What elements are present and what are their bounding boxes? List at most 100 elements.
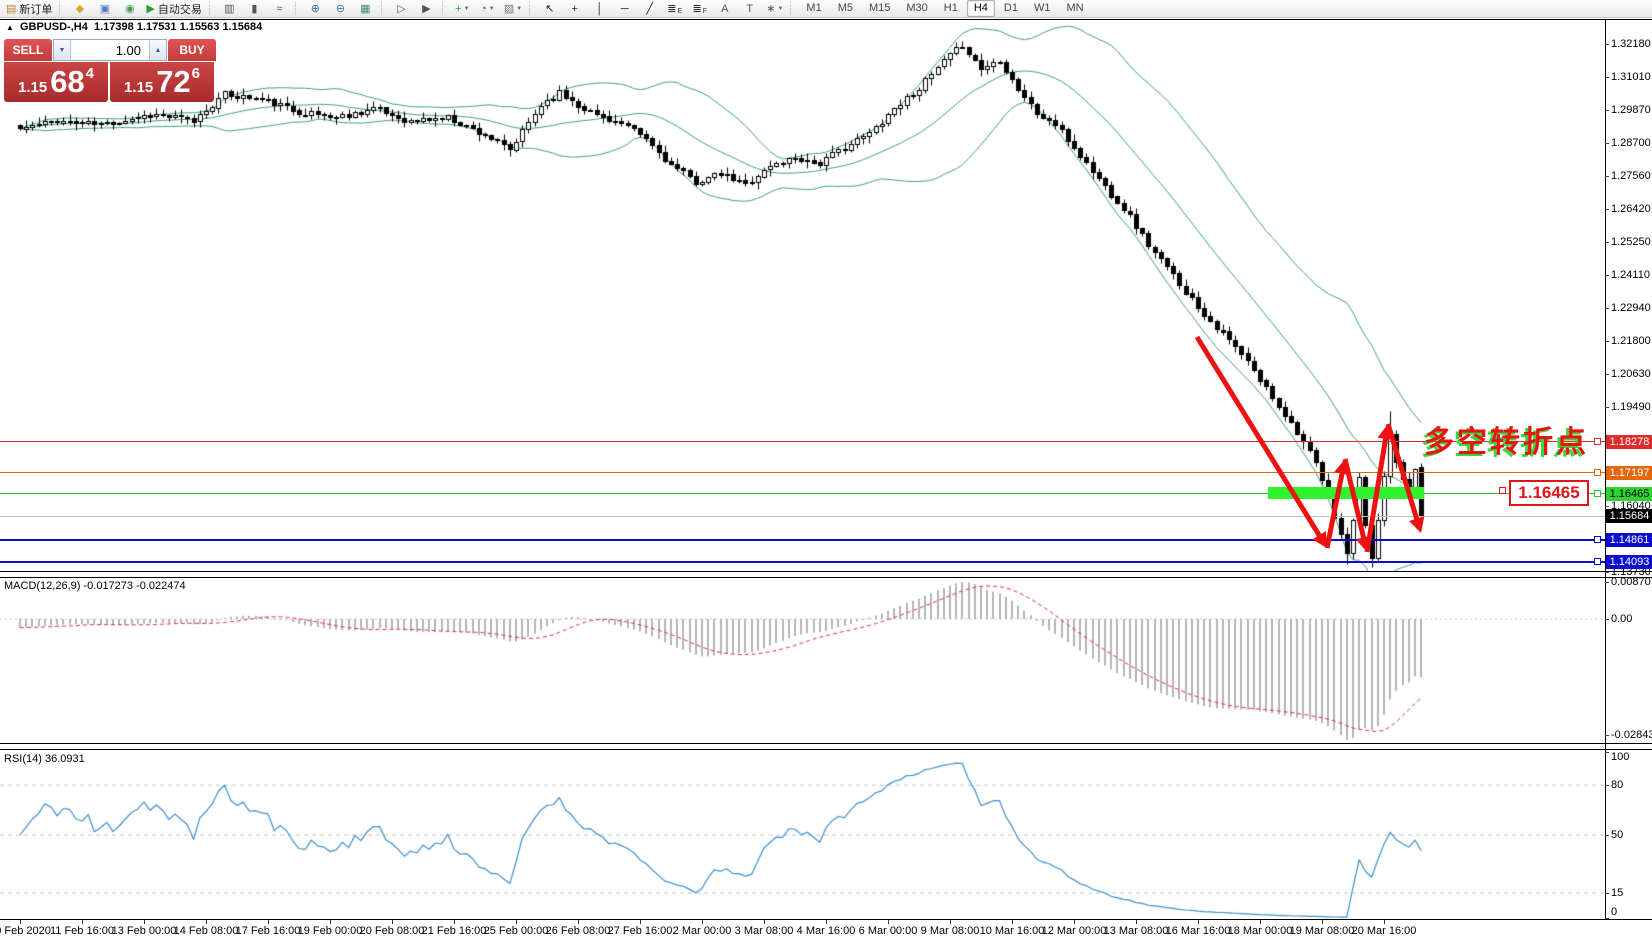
buy-price-button[interactable]: 1.15 72 6 [110, 62, 214, 102]
vertical-line-button[interactable]: │ [588, 0, 611, 17]
chart-shift-icon: ▶ [422, 3, 431, 15]
price-tick-label: 1.19490 [1611, 401, 1651, 413]
pivot-line-handle[interactable] [1594, 490, 1601, 497]
fibonacci-icon-sub: E [677, 7, 683, 15]
time-tick [950, 920, 951, 924]
sell-button[interactable]: SELL [4, 39, 52, 61]
support-line-2-handle[interactable] [1594, 558, 1601, 565]
fibo-retracement-button[interactable]: ≣ E [663, 0, 686, 17]
timeframe-h4[interactable]: H4 [966, 0, 995, 17]
volume-increase-button[interactable]: ▲ [149, 40, 166, 60]
time-tick-label: 19 Mar 08:00 [1289, 925, 1355, 937]
macd-name: MACD(12,26,9) [4, 580, 81, 592]
toolbar-separator [208, 2, 214, 15]
zoom-out-button[interactable]: ⊖ [329, 0, 352, 17]
resistance-line-1-handle[interactable] [1594, 438, 1601, 445]
resistance-line-1[interactable] [0, 441, 1605, 442]
support-line-1[interactable] [0, 539, 1605, 541]
text-button[interactable]: A [713, 0, 736, 17]
support-line-2[interactable] [0, 561, 1605, 563]
price-tick-label: 1.28700 [1611, 137, 1651, 149]
time-tick-label: 2 Mar 00:00 [672, 925, 732, 937]
text-label-icon: T [746, 2, 754, 15]
current-price-line[interactable] [0, 516, 1605, 517]
tile-windows-button[interactable]: ▦ [354, 0, 377, 17]
time-tick-label: 19 Feb 00:00 [297, 925, 363, 937]
resistance-line-1-price-chip: 1.18278 [1606, 435, 1652, 449]
toolbar-separator [380, 2, 386, 15]
price-axis-border[interactable] [1605, 19, 1606, 919]
toolbar-separator [59, 2, 64, 15]
time-tick [888, 920, 889, 924]
price-tick-label: 1.31010 [1611, 71, 1651, 83]
profiles-button[interactable]: ▣ [93, 0, 116, 17]
horizontal-line-button[interactable]: ─ [613, 0, 636, 17]
time-tick [1074, 920, 1075, 924]
timeframe-w1[interactable]: W1 [1033, 2, 1051, 14]
buy-price-big: 72 [156, 64, 191, 99]
resistance-line-2[interactable] [0, 472, 1605, 473]
buy-button[interactable]: BUY [168, 39, 216, 61]
rsi-tick-label: 15 [1611, 887, 1624, 899]
rsi-name: RSI(14) [4, 753, 42, 765]
chart-candles-button[interactable]: ▮ [243, 0, 266, 17]
tile-windows-icon: ▦ [360, 3, 371, 15]
fibonacci-icon: ≣ [667, 3, 677, 15]
volume-value[interactable]: 1.00 [115, 42, 141, 58]
chart-shift-button[interactable]: ▶ [415, 0, 438, 17]
panel-separator [0, 919, 1652, 920]
macd-signal-value: -0.022474 [136, 580, 186, 592]
timeframe-mn[interactable]: MN [1066, 2, 1084, 14]
zoom-in-button[interactable]: ⊕ [304, 0, 327, 17]
template-icon: ▨ [503, 3, 515, 15]
time-tick-label: 20 Feb 08:00 [359, 925, 425, 937]
styler-icon: ◆ [75, 3, 85, 15]
support-line-1-handle[interactable] [1594, 536, 1601, 543]
sell-price-button[interactable]: 1.15 68 4 [4, 62, 108, 102]
autotrading-icon: ▶ [146, 3, 155, 15]
cursor-icon: ↖ [545, 3, 555, 15]
timeframe-m15[interactable]: M15 [868, 2, 891, 14]
templates-button[interactable]: ▨ ▼ [501, 0, 525, 17]
timeframe-m30[interactable]: M30 [906, 2, 928, 14]
time-tick-label: 10 Mar 16:00 [979, 925, 1045, 937]
resistance-line-2-handle[interactable] [1594, 469, 1601, 476]
time-tick [1384, 920, 1385, 924]
signals-button[interactable]: ◉ [118, 0, 141, 17]
time-tick [330, 920, 331, 924]
panel-separator[interactable] [0, 743, 1652, 744]
axis-tick [1605, 110, 1609, 111]
price-level-box: 1.16465 [1509, 480, 1589, 506]
styler-button[interactable]: ◆ [68, 0, 91, 17]
horizontal-line-icon: ─ [620, 2, 629, 15]
pivot-line[interactable] [0, 493, 1605, 494]
time-tick-label: 16 Mar 16:00 [1165, 925, 1231, 937]
periods-button[interactable]: ◔ ▼ [476, 0, 499, 17]
timeframe-h1[interactable]: H1 [943, 2, 958, 14]
new-order-button[interactable]: ▤ 新订单 [3, 0, 55, 17]
cursor-button[interactable]: ↖ [538, 0, 561, 17]
timeframe-d1[interactable]: D1 [1003, 2, 1018, 14]
ohlc-close: 1.15684 [222, 21, 263, 33]
text-label-button[interactable]: T [738, 0, 761, 17]
volume-decrease-button[interactable]: ▼ [54, 40, 71, 60]
arrows-button[interactable]: ∗ ▼ [763, 0, 786, 17]
autotrading-button[interactable]: ▶ 自动交易 [143, 0, 204, 17]
chart-bars-button[interactable]: ▥ [218, 0, 241, 17]
chart-top-border [0, 19, 1652, 20]
chart-line-button[interactable]: ≈ [268, 0, 291, 17]
trendline-button[interactable]: ╱ [638, 0, 661, 17]
time-tick [764, 920, 765, 924]
add-indicator-icon: + [455, 2, 462, 15]
timeframe-m5[interactable]: M5 [837, 2, 853, 14]
crosshair-button[interactable]: + [563, 0, 586, 17]
indicators-button[interactable]: + ▼ [451, 0, 474, 17]
auto-scroll-button[interactable]: ▷ [390, 0, 413, 17]
axis-tick [1605, 572, 1609, 573]
fibo-expansion-button[interactable]: ≣ F [688, 0, 711, 17]
timeframe-m1[interactable]: M1 [806, 2, 822, 14]
turning-point-annotation: 多空转折点 [1424, 426, 1589, 459]
panel-separator[interactable] [0, 571, 1652, 572]
